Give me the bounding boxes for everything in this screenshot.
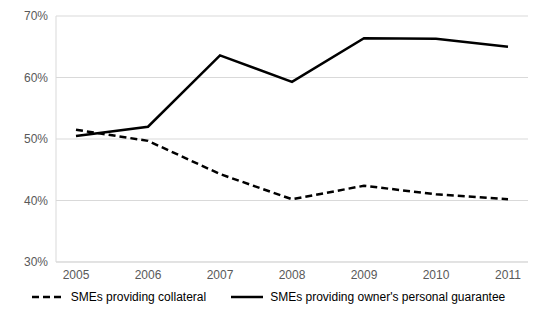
- svg-text:2005: 2005: [63, 268, 90, 282]
- svg-text:2009: 2009: [351, 268, 378, 282]
- svg-text:40%: 40%: [24, 194, 48, 208]
- svg-text:70%: 70%: [24, 9, 48, 23]
- html-text:SMEs providing collateral: SMEs providing collateral: [70, 290, 207, 304]
- svg-text:2011: 2011: [495, 268, 521, 282]
- svg-text:2008: 2008: [279, 268, 306, 282]
- svg-text:50%: 50%: [24, 132, 48, 146]
- svg-text:30%: 30%: [24, 255, 48, 269]
- svg-text:2010: 2010: [423, 268, 450, 282]
- html-text:SMEs providing owner's persona: SMEs providing owner's personal guarante…: [270, 290, 506, 304]
- svg-text:2006: 2006: [135, 268, 162, 282]
- svg-text:60%: 60%: [24, 71, 48, 85]
- svg-text:2007: 2007: [207, 268, 234, 282]
